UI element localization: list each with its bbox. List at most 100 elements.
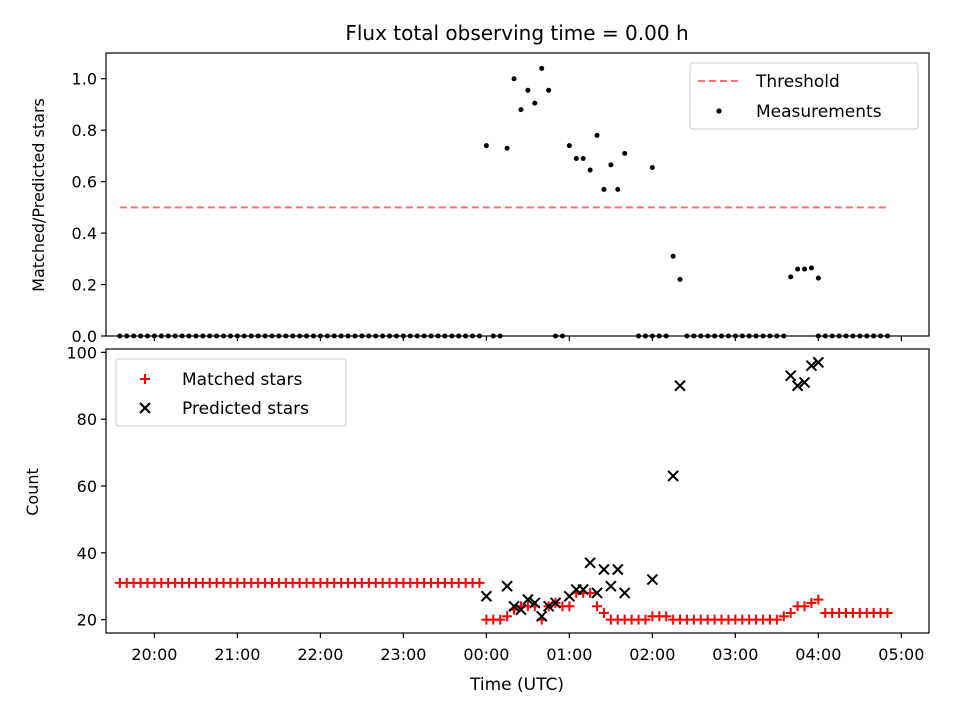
matched-star-marker bbox=[495, 614, 506, 625]
measurement-point bbox=[483, 143, 489, 149]
legend-predicted-swatch bbox=[139, 402, 151, 414]
measurement-point bbox=[511, 76, 517, 82]
predicted-star-marker bbox=[577, 583, 589, 596]
measurement-point bbox=[573, 155, 579, 161]
measurement-point bbox=[677, 276, 683, 282]
matched-star-marker bbox=[785, 607, 796, 618]
predicted-star-marker bbox=[646, 573, 659, 586]
legend-matched-swatch bbox=[140, 374, 150, 384]
legend-measurements-label: Measurements bbox=[756, 102, 882, 122]
top-y-axis-label: Matched/Predicted stars bbox=[29, 98, 48, 292]
predicted-star-marker bbox=[522, 593, 534, 606]
bottom-panel: 20 40 60 80 100 20:00 21:00 22:00 23:00 00:00 01:… bbox=[23, 343, 930, 695]
predicted-star-marker bbox=[605, 580, 617, 592]
x-tick-label: 02:00 bbox=[629, 645, 675, 664]
bottom-y-axis: 20 40 60 80 100 bbox=[66, 343, 106, 630]
x-tick-label: 01:00 bbox=[546, 645, 592, 664]
predicted-x-b bbox=[667, 470, 679, 482]
bottom-y-tick-label: 100 bbox=[66, 343, 97, 362]
predicted-x-b bbox=[542, 600, 555, 612]
top-panel: 0.0 0.2 0.4 0.6 0.8 1.0 Matched/Predicted sta… bbox=[29, 52, 930, 346]
x-tick-label: 22:00 bbox=[297, 645, 343, 664]
predicted-x-b bbox=[522, 593, 534, 606]
matched-star-marker bbox=[592, 601, 603, 612]
predicted-star-marker bbox=[529, 597, 541, 609]
matched-star-marker bbox=[474, 577, 485, 588]
bottom-x-axis: 20:00 21:00 22:00 23:00 00:00 01:00 02:00 03:00… bbox=[131, 633, 924, 664]
top-x-ticks bbox=[153, 336, 902, 341]
measurement-point bbox=[580, 155, 586, 161]
bottom-y-tick-label: 60 bbox=[77, 477, 97, 496]
predicted-x-b bbox=[618, 587, 631, 599]
top-legend: Threshold Measurements bbox=[689, 62, 919, 130]
x-tick-label: 00:00 bbox=[463, 645, 509, 664]
predicted-x-b bbox=[549, 597, 562, 609]
top-y-tick-label: 0.0 bbox=[72, 327, 97, 346]
bottom-axes-frame bbox=[105, 348, 930, 634]
x-tick-label: 21:00 bbox=[214, 645, 260, 664]
legend-threshold-label: Threshold bbox=[755, 72, 840, 92]
predicted-x-b bbox=[612, 563, 624, 576]
x-tick-label: 03:00 bbox=[712, 645, 758, 664]
measurement-point bbox=[518, 107, 524, 113]
measurement-point bbox=[649, 164, 655, 170]
matched-star-marker bbox=[640, 614, 651, 625]
predicted-x-b bbox=[535, 610, 548, 623]
top-axes-frame bbox=[105, 52, 930, 337]
predicted-x-b bbox=[515, 603, 527, 616]
matched-star-marker bbox=[778, 611, 789, 622]
matched-star-marker bbox=[771, 614, 782, 625]
measurement-point bbox=[670, 253, 676, 259]
predicted-star-marker bbox=[805, 359, 818, 372]
matched-star-marker bbox=[502, 611, 513, 622]
predicted-x-b bbox=[480, 590, 493, 602]
predicted-x-b bbox=[591, 587, 603, 599]
predicted-star-marker bbox=[480, 590, 493, 602]
predicted-star-marker bbox=[542, 600, 555, 612]
measurement-point bbox=[622, 150, 628, 156]
x-tick-label: 23:00 bbox=[380, 645, 426, 664]
measurement-point bbox=[587, 167, 593, 173]
bottom-y-axis-label: Count bbox=[23, 468, 42, 516]
bottom-y-tick-label: 40 bbox=[77, 544, 97, 563]
bottom-y-tick-label: 20 bbox=[77, 611, 97, 630]
top-y-tick-label: 0.2 bbox=[72, 276, 97, 295]
predicted-star-marker bbox=[618, 587, 631, 599]
bottom-legend: Matched stars Predicted stars bbox=[115, 358, 347, 427]
matched-star-marker bbox=[806, 597, 817, 608]
measurement-point bbox=[815, 275, 821, 281]
predicted-x-b bbox=[501, 580, 513, 592]
legend-matched-label: Matched stars bbox=[182, 370, 302, 390]
predicted-x-b bbox=[598, 563, 610, 576]
predicted-star-marker bbox=[584, 557, 596, 569]
top-y-tick-label: 0.4 bbox=[72, 224, 97, 243]
figure-title: Flux total observing time = 0.00 h bbox=[345, 21, 688, 45]
predicted-x-b bbox=[508, 600, 520, 612]
predicted-star-marker bbox=[549, 597, 562, 609]
predicted-star-marker bbox=[535, 610, 548, 623]
predicted-star-marker bbox=[791, 380, 804, 392]
matched-star-marker bbox=[882, 607, 893, 618]
predicted-x-b bbox=[605, 580, 617, 592]
predicted-star-marker bbox=[798, 376, 811, 389]
measurement-point bbox=[539, 65, 545, 71]
matched-star-marker bbox=[813, 594, 824, 605]
top-y-tick-label: 1.0 bbox=[72, 70, 97, 89]
top-y-axis: 0.0 0.2 0.4 0.6 0.8 1.0 bbox=[72, 70, 106, 346]
top-y-tick-label: 0.8 bbox=[72, 121, 97, 140]
measurement-point bbox=[615, 186, 621, 192]
x-tick-label: 20:00 bbox=[131, 645, 177, 664]
measurement-point bbox=[594, 132, 600, 138]
predicted-star-marker bbox=[812, 356, 825, 369]
measurement-point bbox=[608, 162, 614, 168]
predicted-star-marker bbox=[508, 600, 520, 612]
predicted-x-b bbox=[812, 356, 825, 369]
predicted-star-marker bbox=[674, 380, 686, 392]
matched-star-marker bbox=[564, 601, 575, 612]
measurement-point bbox=[532, 100, 538, 106]
predicted-star-marker bbox=[612, 563, 624, 576]
predicted-x-b bbox=[805, 359, 818, 372]
bottom-marks bbox=[114, 356, 893, 625]
predicted-x-b bbox=[529, 597, 541, 609]
matched-star-marker bbox=[661, 611, 672, 622]
